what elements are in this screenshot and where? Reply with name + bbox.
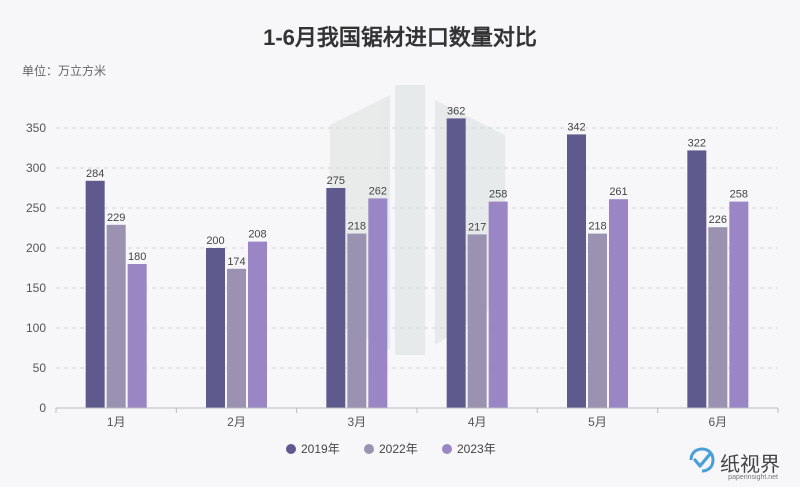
bar	[127, 264, 147, 408]
bar	[106, 224, 126, 408]
x-tick-label: 6月	[708, 415, 727, 429]
data-label: 180	[128, 251, 146, 263]
legend-marker	[442, 444, 452, 454]
y-tick-label: 50	[33, 361, 47, 375]
data-label: 200	[206, 235, 224, 247]
data-label: 258	[730, 189, 748, 201]
data-label: 208	[248, 229, 266, 241]
x-tick-label: 1月	[107, 415, 126, 429]
y-tick-label: 150	[26, 281, 46, 295]
bar	[488, 201, 508, 408]
bar	[85, 180, 105, 408]
data-label: 342	[567, 121, 585, 133]
bar	[347, 233, 367, 408]
data-label: 262	[369, 185, 387, 197]
data-label: 275	[327, 175, 345, 187]
data-label: 284	[86, 168, 104, 180]
legend-marker	[364, 444, 374, 454]
unit-label: 单位：万立方米	[22, 64, 107, 78]
y-tick-label: 350	[26, 121, 46, 135]
bar	[326, 188, 346, 408]
bar	[206, 248, 225, 408]
y-tick-label: 300	[26, 161, 46, 175]
legend-label: 2022年	[379, 442, 418, 456]
bar	[248, 241, 267, 408]
data-label: 218	[588, 221, 606, 233]
brand-url: paperinsight.net	[728, 474, 778, 481]
bar	[588, 233, 607, 408]
brand-logo: 纸视界 paperinsight.net	[688, 446, 780, 481]
checkmark-icon	[688, 446, 716, 479]
x-tick-label: 4月	[468, 415, 487, 429]
data-label: 261	[609, 186, 627, 198]
x-tick-label: 3月	[347, 415, 366, 429]
y-tick-label: 100	[26, 321, 46, 335]
bar	[446, 118, 466, 409]
x-tick-label: 5月	[588, 415, 607, 429]
data-label: 174	[227, 256, 245, 268]
data-label: 217	[468, 221, 486, 233]
y-tick-label: 200	[26, 241, 46, 255]
data-label: 229	[107, 212, 125, 224]
data-label: 226	[709, 214, 727, 226]
legend-marker	[286, 444, 296, 454]
data-label: 218	[348, 221, 366, 233]
y-tick-label: 250	[26, 201, 46, 215]
data-label: 258	[489, 189, 507, 201]
data-label: 362	[447, 105, 465, 117]
chart-title: 1-6月我国锯材进口数量对比	[263, 25, 537, 50]
bar	[227, 268, 246, 408]
bar	[567, 134, 586, 408]
bar	[729, 201, 749, 408]
bar	[609, 199, 628, 408]
legend-label: 2023年	[457, 442, 496, 456]
y-tick-label: 0	[39, 401, 46, 415]
data-label: 322	[688, 137, 706, 149]
bar	[368, 198, 388, 408]
bar	[467, 234, 487, 408]
legend-label: 2019年	[301, 442, 340, 456]
x-tick-label: 2月	[227, 415, 246, 429]
bar	[687, 150, 707, 408]
brand-name: 纸视界	[720, 452, 780, 476]
bar	[708, 227, 728, 408]
